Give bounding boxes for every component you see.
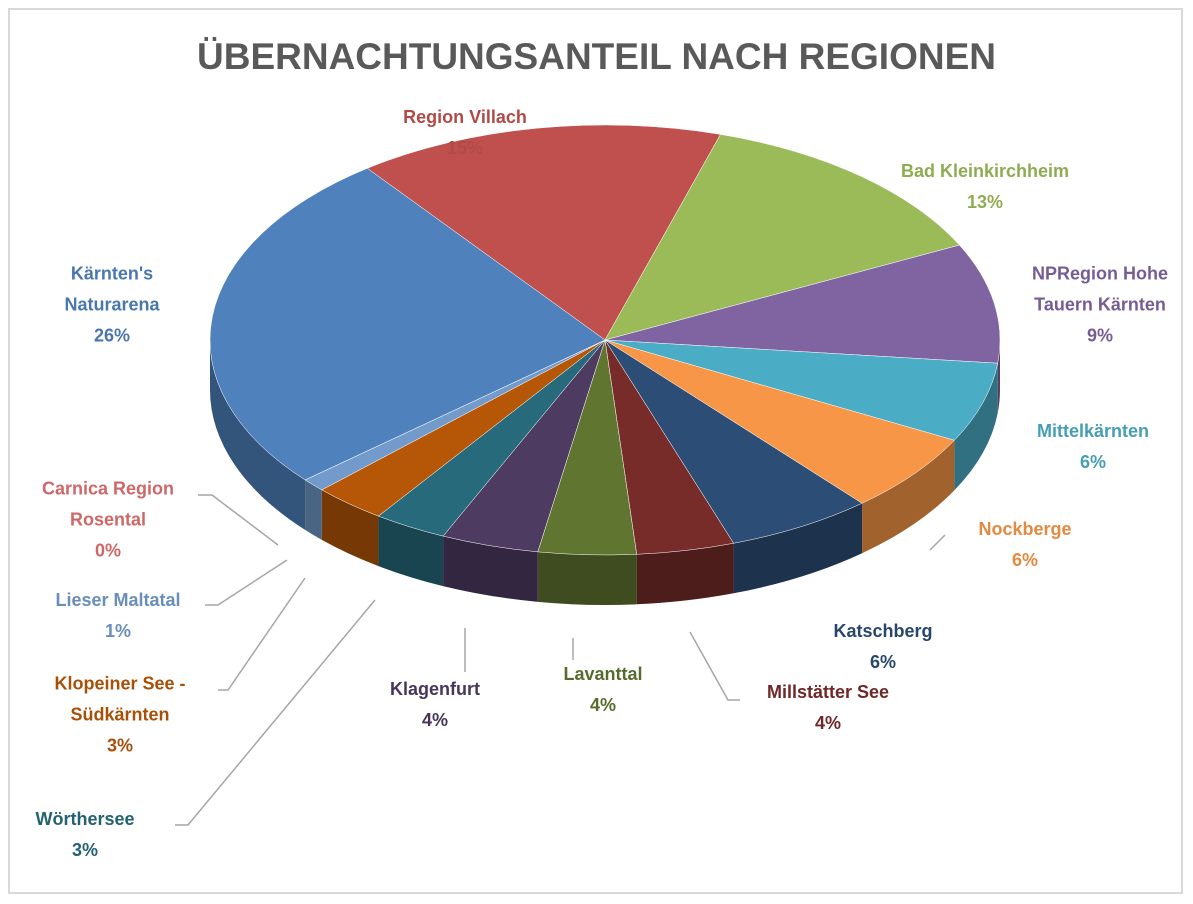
slice-side xyxy=(537,551,637,605)
value-label: 4% xyxy=(589,695,616,715)
data-label: Region Villach 15% xyxy=(365,102,565,164)
leader-line xyxy=(218,577,306,691)
slice-side xyxy=(378,516,444,587)
category-label: Carnica Region Rosental xyxy=(41,478,175,530)
category-label: Katschberg xyxy=(833,621,933,641)
chart-frame xyxy=(8,8,1183,894)
data-label: Klopeiner See - Südkärnten 3% xyxy=(30,669,210,762)
slice-side xyxy=(997,340,1000,414)
value-label: 4% xyxy=(814,713,841,733)
value-label: 6% xyxy=(1079,452,1106,472)
slice xyxy=(209,168,606,481)
category-label: Millstätter See xyxy=(766,682,890,702)
category-label: Klagenfurt xyxy=(390,679,480,699)
value-label: 3% xyxy=(71,840,98,860)
value-label: 4% xyxy=(421,710,448,730)
data-label: Lavanttal 4% xyxy=(538,659,668,721)
value-label: 9% xyxy=(1086,325,1113,346)
category-label: Region Villach xyxy=(403,107,527,127)
slice xyxy=(604,134,960,341)
slice-side xyxy=(862,440,955,554)
category-label: Mittelkärnten xyxy=(1036,421,1150,441)
data-label: Kärnten's Naturarena 26% xyxy=(37,259,187,352)
leader-line xyxy=(198,494,279,546)
slice-side xyxy=(210,340,306,530)
category-label: Nockberge xyxy=(978,519,1072,539)
category-label: NPRegion Hohe Tauern Kärnten xyxy=(1031,263,1168,315)
data-label: Wörthersee 3% xyxy=(20,804,150,866)
slice-side xyxy=(321,489,379,567)
data-label: Bad Kleinkirchheim 13% xyxy=(885,156,1085,218)
data-label: NPRegion Hohe Tauern Kärnten 9% xyxy=(1010,259,1190,352)
value-label: 26% xyxy=(93,325,131,346)
slice xyxy=(604,244,1001,364)
data-label: Klagenfurt 4% xyxy=(370,674,500,736)
data-label: Carnica Region Rosental 0% xyxy=(23,474,193,567)
leader-line xyxy=(175,599,376,826)
value-label: 1% xyxy=(104,621,131,641)
slice-side xyxy=(636,543,734,605)
slice-side xyxy=(305,479,322,540)
value-label: 13% xyxy=(966,192,1004,212)
data-label: Mittelkärnten 6% xyxy=(1013,416,1173,478)
value-label: 3% xyxy=(106,735,133,756)
category-label: Bad Kleinkirchheim xyxy=(900,161,1070,181)
data-label: Millstätter See 4% xyxy=(738,677,918,739)
leader-line xyxy=(205,559,288,606)
value-label: 15% xyxy=(446,138,484,158)
slice xyxy=(604,339,998,441)
data-label: Nockberge 6% xyxy=(960,514,1090,576)
slice xyxy=(604,339,863,544)
data-label: Lieser Maltatal 1% xyxy=(33,585,203,647)
slice xyxy=(366,124,721,341)
chart-title: ÜBERNACHTUNGSANTEIL NACH REGIONEN xyxy=(197,36,996,77)
slice xyxy=(604,339,955,504)
category-label: Wörthersee xyxy=(35,809,135,829)
category-label: Kärnten's Naturarena xyxy=(64,263,160,315)
category-label: Klopeiner See - Südkärnten xyxy=(54,673,186,725)
value-label: 0% xyxy=(94,540,121,561)
value-label: 6% xyxy=(1011,550,1038,570)
category-label: Lavanttal xyxy=(563,664,643,684)
leader-line xyxy=(929,534,946,551)
leader-line xyxy=(689,631,740,701)
slice-side xyxy=(733,503,863,594)
value-label: 6% xyxy=(869,652,896,672)
slice-side xyxy=(443,536,538,602)
data-label: Katschberg 6% xyxy=(818,616,948,678)
category-label: Lieser Maltatal xyxy=(55,590,181,610)
